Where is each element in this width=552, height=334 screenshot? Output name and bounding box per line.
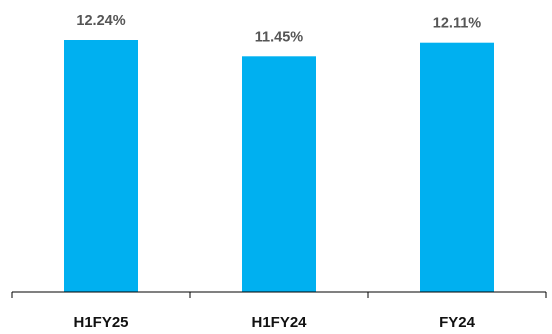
x-axis-tick-labels-group: H1FY25 H1FY24 FY24 — [73, 314, 475, 331]
bar-h1fy24 — [242, 56, 316, 292]
x-tick-label-h1fy24: H1FY24 — [251, 314, 307, 331]
bar-h1fy25 — [64, 40, 138, 292]
data-labels-group: 12.24% 11.45% 12.11% — [76, 13, 481, 45]
x-tick-label-fy24: FY24 — [439, 314, 476, 331]
x-tick-label-h1fy25: H1FY25 — [73, 314, 128, 331]
bar-fy24 — [420, 42, 494, 293]
bars-group — [64, 40, 494, 293]
data-label-h1fy24: 11.45% — [255, 29, 303, 45]
data-label-h1fy25: 12.24% — [76, 13, 125, 29]
data-label-fy24: 12.11% — [433, 16, 481, 32]
x-axis-ticks-group — [11, 292, 547, 298]
